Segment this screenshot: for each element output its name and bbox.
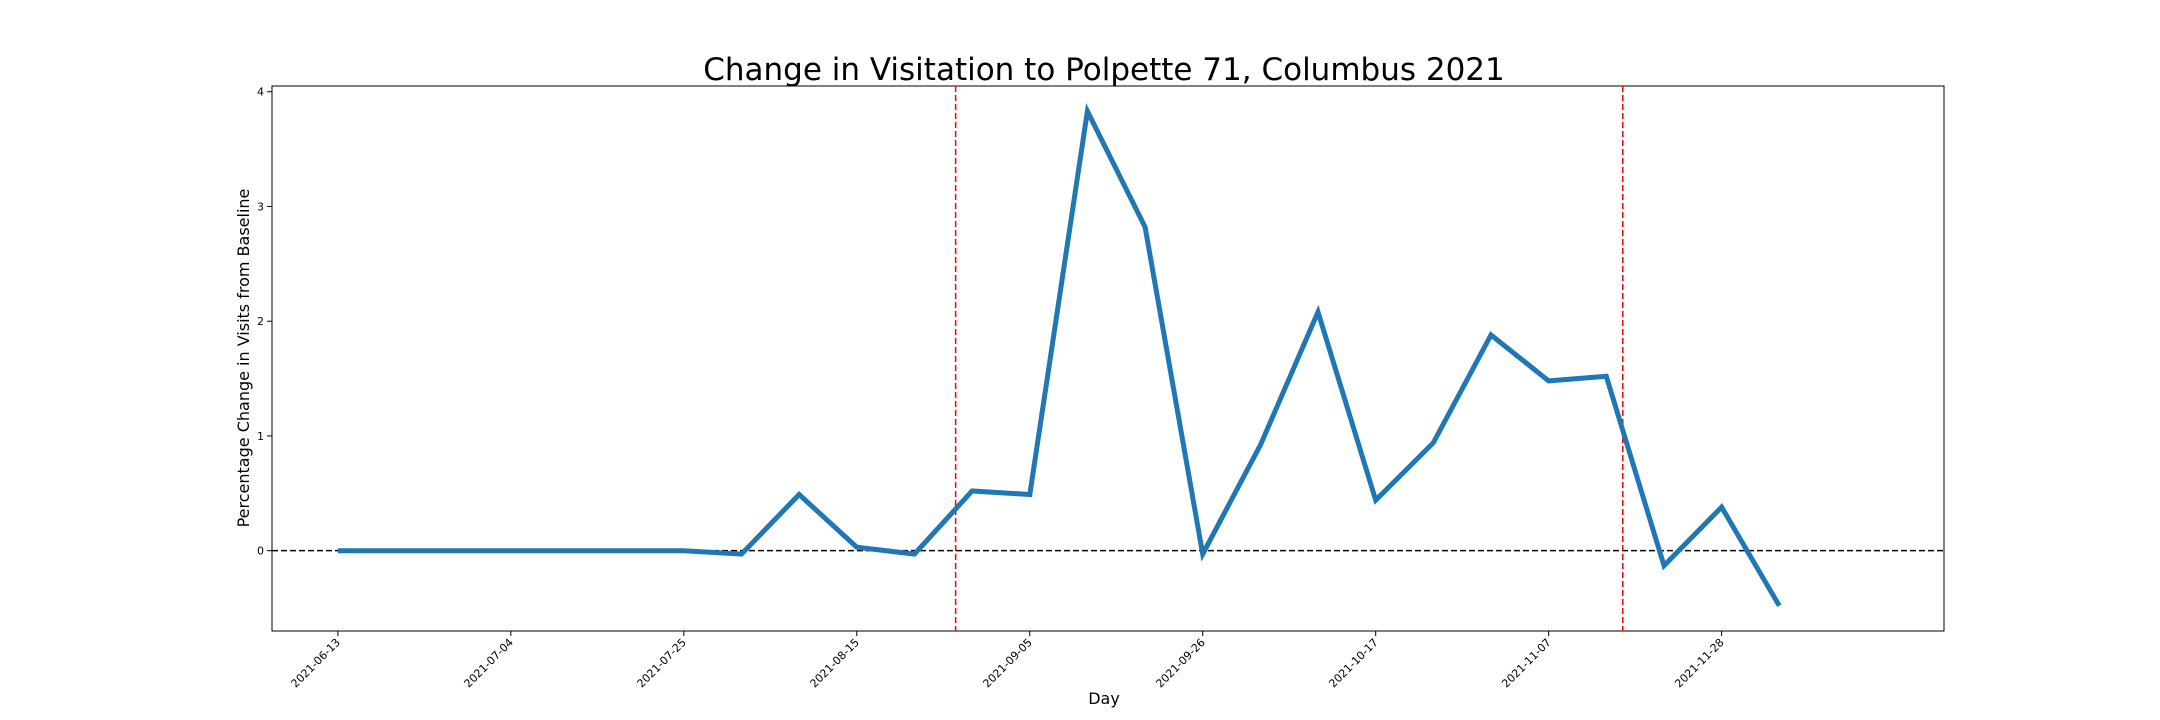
x-tick-label: 2021-08-15: [808, 636, 862, 690]
x-tick-label: 2021-11-07: [1499, 636, 1553, 690]
plot-frame: [271, 85, 1945, 632]
y-tick-label: 1: [257, 430, 264, 443]
x-tick-label: 2021-09-05: [980, 636, 1034, 690]
y-tick-label: 0: [257, 545, 264, 558]
chart-title: Change in Visitation to Polpette 71, Col…: [703, 52, 1505, 88]
plot-area: 0 1 2 3 4 2021-06-13 2021-07-04 2021-07-25 2021-…: [257, 85, 1945, 690]
x-axis-label: Day: [1088, 689, 1120, 708]
x-tick-label: 2021-07-04: [462, 636, 516, 690]
y-tick-label: 4: [257, 86, 264, 99]
x-tick-label: 2021-11-28: [1672, 636, 1726, 690]
x-tick-label: 2021-10-17: [1326, 636, 1380, 690]
y-tick-label: 2: [257, 315, 264, 328]
visits-series-line: [337, 102, 1782, 608]
x-tick-label: 2021-06-13: [289, 636, 343, 690]
y-axis-label: Percentage Change in Visits from Baselin…: [234, 189, 253, 528]
y-tick-label: 3: [257, 200, 264, 213]
x-tick-label: 2021-09-26: [1153, 636, 1207, 690]
x-tick-label: 2021-07-25: [635, 636, 689, 690]
